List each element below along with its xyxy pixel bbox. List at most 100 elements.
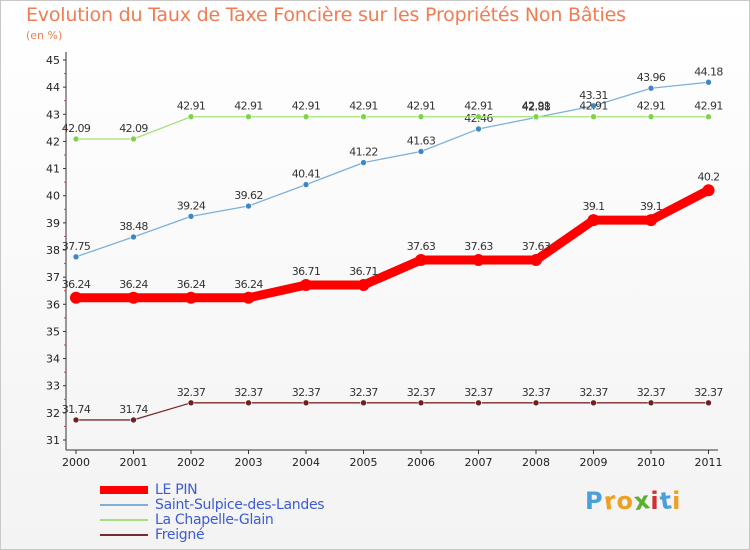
x-tick-label: 2011 [695,456,723,469]
data-label: 39.1 [640,200,662,213]
data-label: 32.37 [349,386,378,399]
data-point [472,254,485,267]
data-label: 42.09 [62,122,91,135]
y-tick-label: 32 [46,407,60,420]
data-point [530,254,542,267]
data-point [360,113,367,121]
data-label: 42.91 [464,100,493,113]
legend-swatch [100,504,148,506]
legend-label: LE PIN [155,482,198,498]
data-point [590,399,597,407]
data-label: 41.22 [349,146,378,159]
data-label: 32.37 [522,386,551,399]
legend-swatch [100,519,148,521]
data-label: 42.91 [292,100,321,113]
logo-letter: x [632,485,653,517]
data-point [590,102,597,110]
data-label: 42.91 [407,100,436,113]
data-point [705,399,712,407]
data-point [245,399,252,407]
data-point [417,113,425,121]
data-point [302,399,310,407]
data-point [645,214,657,227]
data-point [702,184,715,197]
data-label: 41.63 [407,134,436,147]
x-tick-label: 2007 [465,456,493,469]
proxiti-logo: Proxiti [585,485,681,517]
x-tick-label: 2006 [407,456,435,469]
data-label: 43.31 [579,89,608,102]
data-label: 42.91 [522,100,551,113]
data-label: 36.71 [292,265,321,278]
data-label: 42.91 [349,100,378,113]
data-label: 36.24 [234,278,263,291]
data-label: 39.62 [234,189,263,202]
data-point [72,416,80,424]
data-point [130,135,137,143]
data-label: 37.63 [522,240,551,253]
data-label: 42.91 [694,100,723,113]
data-point [360,159,367,166]
x-tick-label: 2001 [120,456,148,469]
legend-swatch [100,486,148,494]
data-label: 36.24 [177,278,206,291]
data-point [532,399,540,407]
data-label: 42.91 [234,100,263,113]
series-line-2 [75,116,710,140]
data-point [647,84,655,92]
data-point [187,213,195,220]
y-tick-label: 34 [46,353,60,366]
y-tick-label: 41 [46,163,60,176]
y-tick-label: 45 [46,54,60,67]
data-label: 32.37 [579,386,608,399]
y-tick-label: 38 [46,244,60,257]
data-point [647,399,655,407]
data-point [587,214,600,227]
data-point [242,291,255,304]
data-point [357,279,370,292]
data-label: 38.48 [119,220,148,233]
data-label: 39.24 [177,199,206,212]
data-point [72,253,80,261]
data-point [417,148,425,155]
legend-label: Freigné [155,527,205,543]
data-label: 32.37 [464,386,493,399]
data-point [705,113,712,121]
y-tick-label: 39 [46,217,60,230]
data-point [302,113,310,121]
data-point [475,125,482,133]
data-point [300,279,312,292]
data-label: 44.18 [694,65,723,78]
data-point [130,416,137,424]
logo-letter: o [616,487,634,515]
x-tick-label: 2008 [522,456,550,469]
x-tick-label: 2000 [62,456,90,469]
data-point [130,233,137,241]
data-label: 37.75 [62,240,91,253]
series-line-0 [71,185,713,303]
data-point [245,113,252,121]
data-point [647,113,655,121]
logo-letter: i [650,487,660,515]
x-tick-label: 2005 [350,456,378,469]
data-point [70,291,82,304]
y-tick-label: 33 [46,380,60,393]
data-label: 42.91 [177,100,206,113]
data-point [415,254,427,267]
x-tick-label: 2002 [177,456,205,469]
data-label: 32.37 [637,386,666,399]
data-point [187,399,195,407]
data-label: 32.37 [292,386,321,399]
data-point [185,291,197,304]
data-point [72,135,80,143]
data-label: 42.09 [119,122,148,135]
data-point [532,113,540,121]
y-tick-label: 36 [46,298,60,311]
chart-title: Evolution du Taux de Taxe Foncière sur l… [26,4,626,26]
data-label: 36.24 [119,278,148,291]
data-label: 31.74 [62,403,91,416]
data-label: 43.96 [637,71,666,84]
data-label: 42.91 [637,100,666,113]
x-tick-label: 2004 [292,456,320,469]
